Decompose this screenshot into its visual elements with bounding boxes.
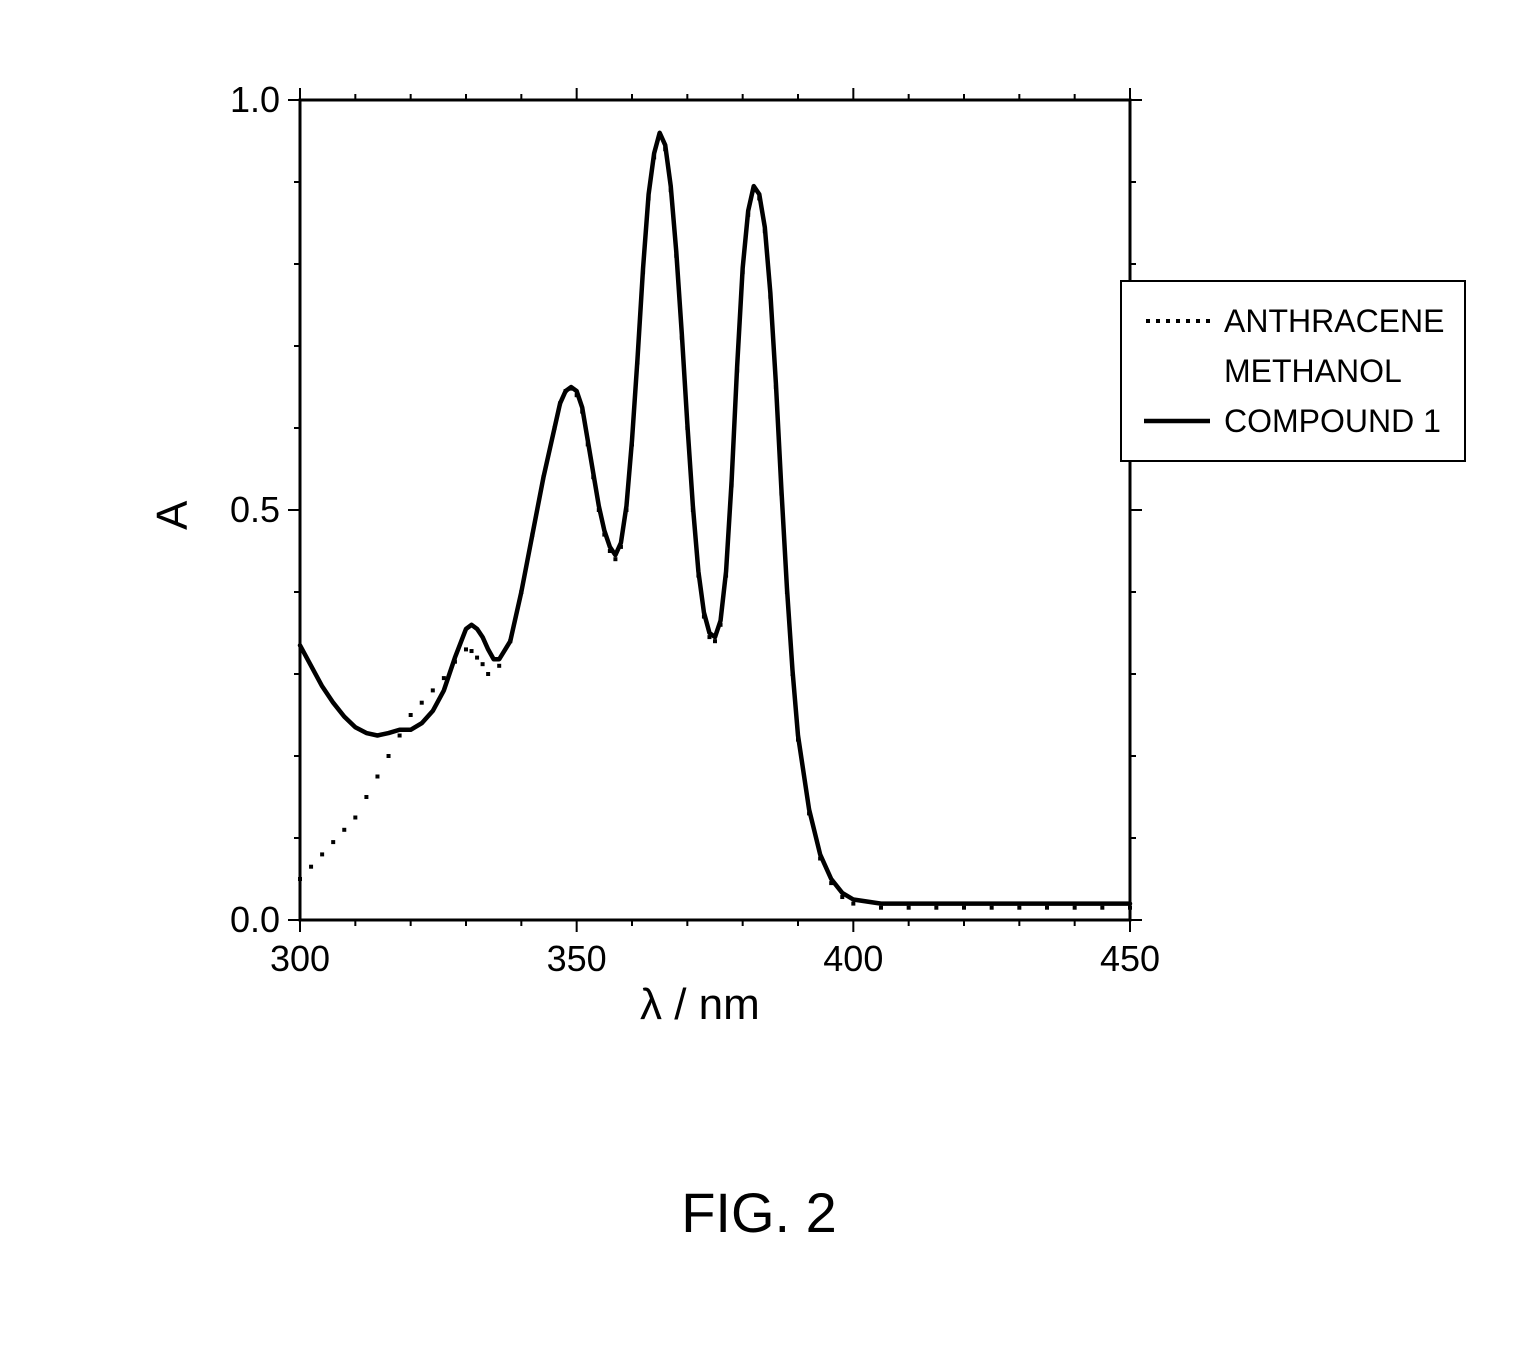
legend-swatch bbox=[1142, 356, 1212, 386]
y-tick-label: 1.0 bbox=[225, 79, 280, 121]
legend: ANTHRACENE METHANOL COMPOUND 1 bbox=[1120, 280, 1466, 462]
legend-item-anthracene-methanol-1: METHANOL bbox=[1142, 346, 1444, 396]
x-tick-label: 400 bbox=[823, 938, 883, 980]
series-anthracene-methanol bbox=[298, 135, 1132, 910]
page: A λ / nm 300 350 400 450 0.0 0.5 1.0 ANTHRACE… bbox=[0, 0, 1518, 1352]
legend-swatch bbox=[1142, 306, 1212, 336]
plot-area bbox=[100, 60, 1418, 1060]
legend-label: METHANOL bbox=[1224, 353, 1402, 390]
legend-label: ANTHRACENE bbox=[1224, 303, 1444, 340]
spectrum-chart: A λ / nm 300350400450 0.00.51.0 ANTHRACE… bbox=[100, 60, 1418, 1060]
legend-label: COMPOUND 1 bbox=[1224, 403, 1441, 440]
x-tick-label: 300 bbox=[270, 938, 330, 980]
x-tick-label: 350 bbox=[547, 938, 607, 980]
legend-item-compound-1: COMPOUND 1 bbox=[1142, 396, 1444, 446]
legend-item-anthracene-methanol-0: ANTHRACENE bbox=[1142, 296, 1444, 346]
legend-swatch bbox=[1142, 406, 1212, 436]
x-tick-label: 450 bbox=[1100, 938, 1160, 980]
series-compound-1 bbox=[300, 133, 1130, 904]
y-axis-label: A bbox=[148, 501, 198, 530]
figure-caption: FIG. 2 bbox=[0, 1180, 1518, 1245]
y-tick-label: 0.5 bbox=[225, 489, 280, 531]
y-tick-label: 0.0 bbox=[225, 899, 280, 941]
x-axis-label: λ / nm bbox=[640, 980, 760, 1030]
